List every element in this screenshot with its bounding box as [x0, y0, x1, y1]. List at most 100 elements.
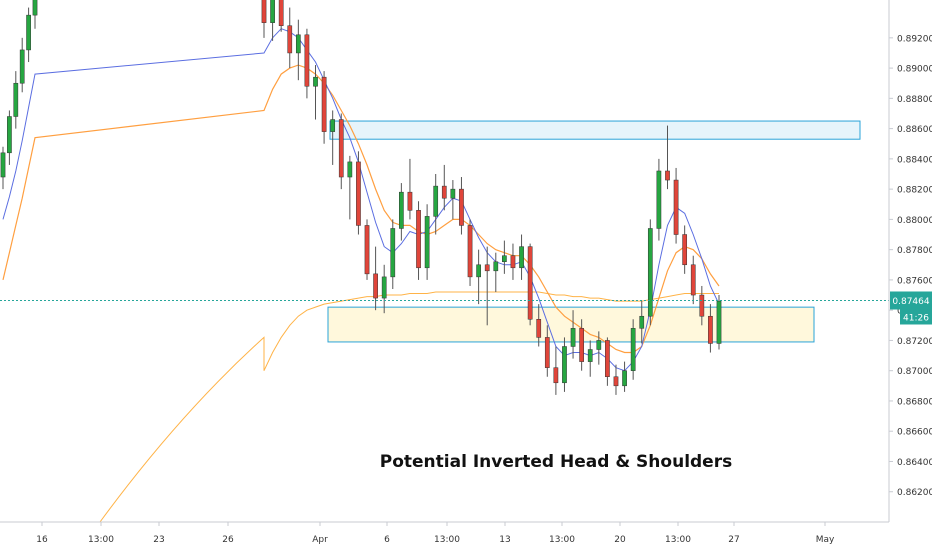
- candle: [484, 246, 490, 326]
- candle: [682, 225, 688, 274]
- candle: [699, 285, 705, 326]
- candle-body-up: [424, 216, 430, 269]
- candle-body-down: [373, 273, 378, 299]
- candle-body-up: [622, 370, 627, 387]
- x-tick-label: Apr: [312, 535, 328, 545]
- candle: [330, 110, 336, 165]
- candle: [347, 155, 353, 220]
- candle-body-down: [699, 294, 705, 317]
- candles-layer: [0, 0, 722, 395]
- x-axis-ticks: 16 13:00 23 26 Apr 6 13:00 13 13:00 20 13:00 27 May: [36, 522, 835, 545]
- candle-body-down: [673, 179, 679, 235]
- candle: [13, 71, 19, 129]
- candle-body-up: [330, 119, 336, 132]
- candle: [407, 158, 413, 220]
- candle-body-up: [450, 188, 456, 199]
- candle: [562, 337, 567, 392]
- candle-body-up: [630, 328, 636, 371]
- candle: [493, 252, 499, 293]
- candle: [313, 65, 318, 120]
- candle: [579, 319, 584, 371]
- moving-averages-layer: [2, 28, 720, 523]
- candle-body-up: [639, 315, 645, 329]
- current-price-label: 0.87464: [892, 297, 929, 307]
- candle-body-up: [476, 264, 481, 278]
- candle-body-up: [519, 246, 524, 269]
- candle: [605, 337, 610, 386]
- axes-layer: [0, 0, 890, 523]
- candle-body-down: [536, 319, 542, 338]
- candle: [613, 364, 619, 395]
- candle: [441, 164, 447, 211]
- candle-body-down: [613, 376, 619, 387]
- candle-body-up: [347, 161, 353, 178]
- x-tick-label: 13: [499, 535, 510, 545]
- candle: [373, 246, 378, 311]
- candle: [476, 249, 481, 305]
- candle-body-down: [287, 25, 293, 54]
- y-tick-label: 0.87000: [897, 367, 932, 377]
- price-label-layer: 0.87464 41:26: [890, 291, 932, 325]
- candle: [690, 255, 696, 305]
- candle-body-up: [587, 349, 593, 362]
- candle-body-down: [682, 234, 688, 266]
- x-tick-label: 16: [36, 535, 48, 545]
- candle-body-down: [321, 76, 327, 132]
- x-tick-label: 13:00: [549, 535, 575, 545]
- candle: [399, 183, 404, 241]
- candle: [459, 177, 464, 235]
- candle-body-up: [13, 82, 19, 117]
- candle: [304, 28, 310, 99]
- candle-body-up: [295, 34, 301, 54]
- current-price-box: [890, 291, 932, 310]
- candle: [295, 19, 301, 81]
- candle: [570, 310, 576, 359]
- candle-body-down: [690, 264, 696, 296]
- candle: [596, 331, 602, 365]
- candle: [261, 0, 267, 38]
- x-tick-label: 13:00: [434, 535, 460, 545]
- candle-body-down: [356, 161, 361, 226]
- candle-body-up: [7, 116, 12, 154]
- y-tick-label: 0.87600: [897, 276, 932, 286]
- candle-body-down: [708, 315, 713, 344]
- candle-body-down: [304, 34, 310, 87]
- candle-body-up: [26, 14, 31, 51]
- candle: [622, 361, 627, 392]
- y-tick-label: 0.87200: [897, 337, 932, 347]
- candle-body-down: [544, 337, 550, 368]
- resistance-zone: [329, 120, 861, 140]
- y-tick-label: 0.88400: [897, 155, 932, 165]
- candle-body-down: [484, 264, 490, 272]
- ma-long-line: [99, 291, 719, 523]
- x-tick-label: 6: [384, 535, 390, 545]
- y-tick-label: 0.88200: [897, 186, 932, 196]
- candle-body-down: [665, 170, 670, 181]
- candle-body-up: [656, 170, 662, 229]
- candle: [510, 243, 516, 280]
- candle: [587, 340, 593, 377]
- candle: [467, 219, 473, 286]
- y-tick-label: 0.88000: [897, 216, 932, 226]
- candle-body-up: [493, 261, 499, 272]
- x-tick-label: 13:00: [88, 535, 114, 545]
- candle-body-down: [510, 255, 516, 269]
- candle: [424, 204, 430, 280]
- candle-body-up: [270, 0, 275, 23]
- candle-body-down: [416, 210, 421, 269]
- y-tick-label: 0.86600: [897, 428, 932, 438]
- x-tick-label: May: [816, 535, 835, 545]
- candle-body-up: [381, 276, 387, 299]
- candle-body-up: [0, 152, 6, 178]
- zones-layer: [327, 120, 861, 343]
- candle-body-down: [407, 191, 413, 211]
- candle: [544, 325, 550, 377]
- countdown-box: [900, 309, 932, 325]
- countdown-label: 41:26: [903, 313, 929, 323]
- y-tick-label: 0.89000: [897, 65, 932, 75]
- candle: [716, 295, 722, 350]
- y-tick-label: 0.88600: [897, 125, 932, 135]
- y-tick-label: 0.88800: [897, 95, 932, 105]
